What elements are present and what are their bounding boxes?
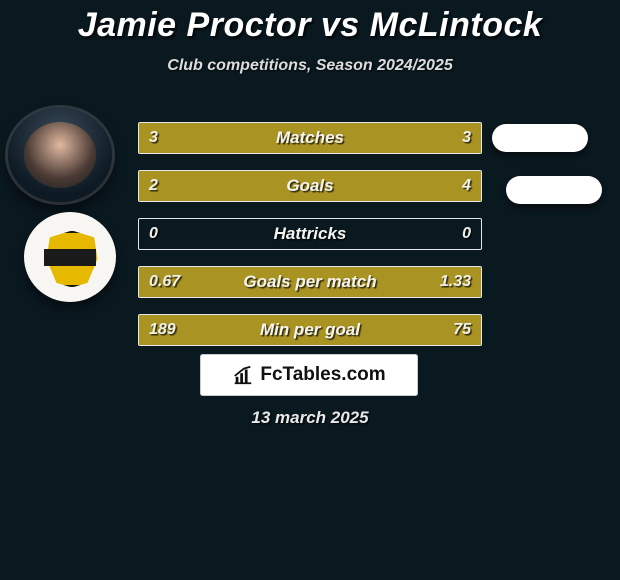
crest-placeholder (38, 226, 102, 289)
stat-row: 0.67Goals per match1.33 (138, 266, 482, 298)
date-label: 13 march 2025 (0, 408, 620, 428)
stat-label: Goals per match (139, 272, 481, 292)
stat-label: Min per goal (139, 320, 481, 340)
stat-right-value: 4 (462, 177, 481, 195)
subtitle: Club competitions, Season 2024/2025 (0, 57, 620, 75)
stat-row: 2Goals4 (138, 170, 482, 202)
stats-block: 3Matches3 2Goals4 0Hattricks0 0.67Goals per… (138, 122, 482, 362)
comparison-card: Jamie Proctor vs McLintock Club competit… (0, 0, 620, 580)
player1-avatar (8, 108, 112, 202)
stat-label: Matches (139, 128, 481, 148)
page-title: Jamie Proctor vs McLintock (0, 0, 620, 45)
stat-label: Hattricks (139, 224, 481, 244)
decor-pill-1 (492, 124, 588, 152)
stat-right-value: 75 (453, 321, 481, 339)
stat-row: 0Hattricks0 (138, 218, 482, 250)
stat-right-value: 3 (462, 129, 481, 147)
player2-club-crest (24, 212, 116, 302)
fctables-logo[interactable]: FcTables.com (200, 354, 418, 396)
bar-chart-icon (232, 364, 254, 386)
stat-row: 3Matches3 (138, 122, 482, 154)
stat-right-value: 0 (462, 225, 481, 243)
logo-text: FcTables.com (260, 364, 385, 386)
stat-right-value: 1.33 (440, 273, 481, 291)
decor-pill-2 (506, 176, 602, 204)
avatar-face-placeholder (24, 122, 97, 188)
stat-label: Goals (139, 176, 481, 196)
stat-row: 189Min per goal75 (138, 314, 482, 346)
